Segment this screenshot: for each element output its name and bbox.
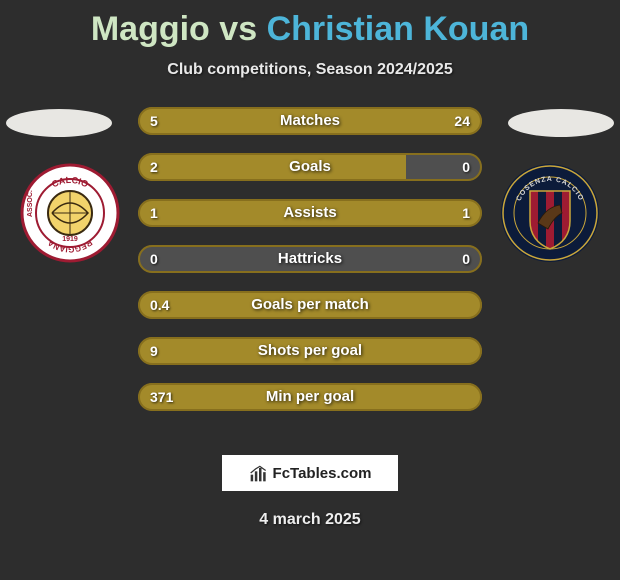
oval-left xyxy=(6,109,112,137)
stat-value-left: 2 xyxy=(138,153,170,181)
stat-row: 9Shots per goal xyxy=(138,337,482,365)
stat-value-left: 1 xyxy=(138,199,170,227)
oval-right xyxy=(508,109,614,137)
stat-value-left: 0 xyxy=(138,245,170,273)
team-badge-right: COSENZA CALCIO xyxy=(500,163,600,263)
comparison-arena: CALCIO REGGIANA ASSOC. 1919 xyxy=(0,107,620,437)
stat-row: 20Goals xyxy=(138,153,482,181)
stat-row: 524Matches xyxy=(138,107,482,135)
logo-text: FcTables.com xyxy=(273,465,372,482)
page-title: Maggio vs Christian Kouan xyxy=(0,0,620,49)
stat-value-right: 1 xyxy=(450,199,482,227)
stat-value-left: 371 xyxy=(138,383,185,411)
badge-right-svg: COSENZA CALCIO xyxy=(500,163,600,263)
stat-bars: 524Matches20Goals11Assists00Hattricks0.4… xyxy=(138,107,482,429)
player1-name: Maggio xyxy=(91,10,210,48)
svg-text:1919: 1919 xyxy=(62,236,78,243)
stat-row: 371Min per goal xyxy=(138,383,482,411)
team-badge-left: CALCIO REGGIANA ASSOC. 1919 xyxy=(20,163,120,263)
stat-value-right: 24 xyxy=(442,107,482,135)
player2-name: Christian Kouan xyxy=(267,10,530,48)
stat-value-left: 5 xyxy=(138,107,170,135)
date-text: 4 march 2025 xyxy=(0,511,620,529)
stat-value-right: 0 xyxy=(450,245,482,273)
stat-row: 11Assists xyxy=(138,199,482,227)
stat-row: 0.4Goals per match xyxy=(138,291,482,319)
stat-value-left: 9 xyxy=(138,337,170,365)
badge-left-svg: CALCIO REGGIANA ASSOC. 1919 xyxy=(20,163,120,263)
subtitle: Club competitions, Season 2024/2025 xyxy=(0,61,620,79)
fctables-logo: FcTables.com xyxy=(222,455,398,491)
vs-text: vs xyxy=(219,10,257,48)
stat-value-right: 0 xyxy=(450,153,482,181)
stat-value-left: 0.4 xyxy=(138,291,181,319)
chart-icon xyxy=(249,463,269,483)
stat-row: 00Hattricks xyxy=(138,245,482,273)
svg-text:ASSOC.: ASSOC. xyxy=(27,190,34,217)
